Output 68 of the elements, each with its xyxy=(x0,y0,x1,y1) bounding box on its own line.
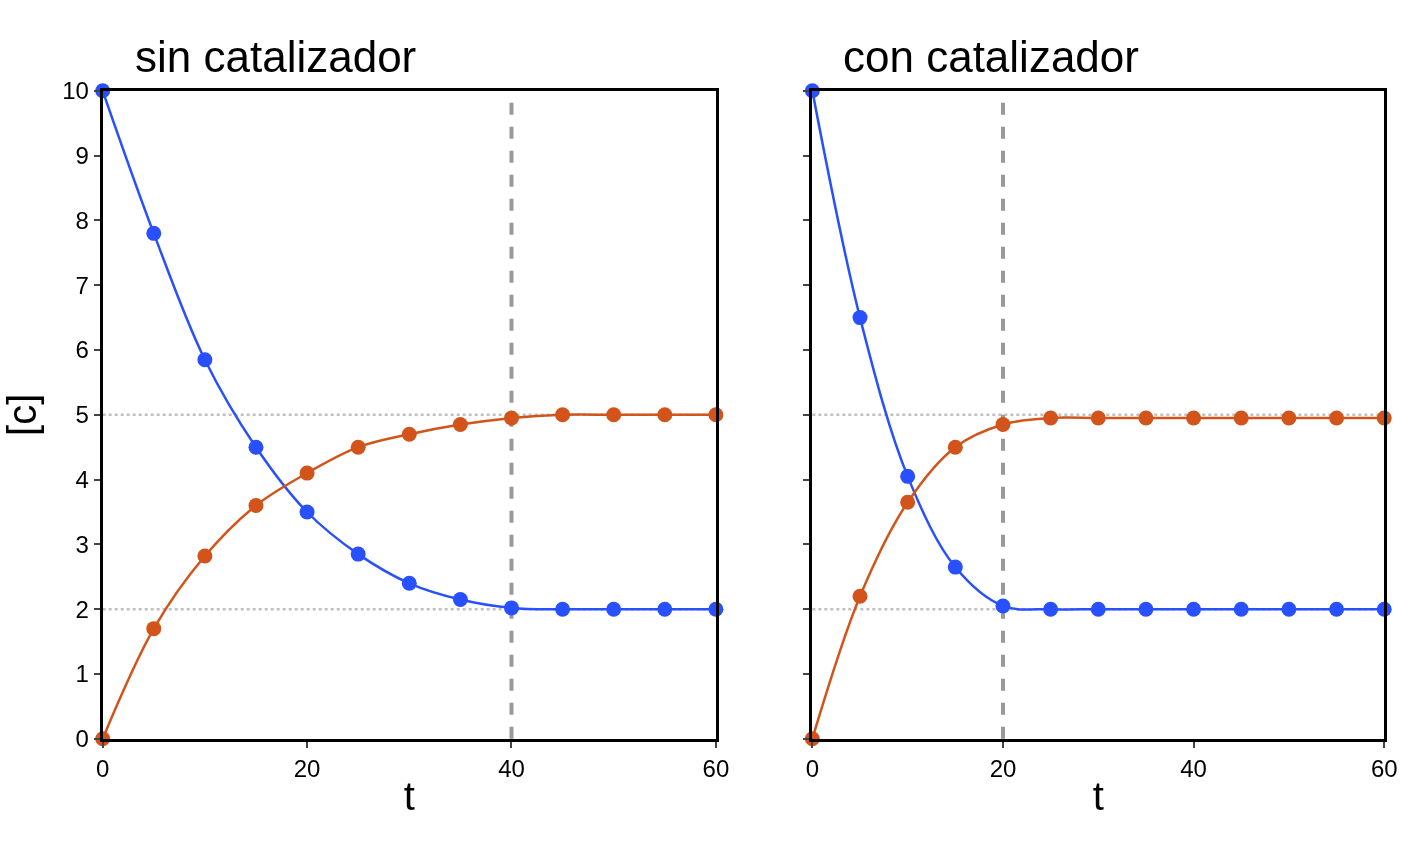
point xyxy=(452,417,468,433)
x-tick-label: 40 xyxy=(1180,754,1207,782)
point xyxy=(852,588,868,604)
point xyxy=(299,504,315,520)
point xyxy=(1329,601,1345,617)
point xyxy=(1043,601,1059,617)
point xyxy=(900,468,916,484)
y-tick-label: 1 xyxy=(75,660,89,688)
point xyxy=(401,426,417,442)
x-tick-label: 0 xyxy=(805,754,820,782)
x-tick-label: 60 xyxy=(702,754,730,782)
point xyxy=(350,439,366,455)
chart-title: sin catalizador xyxy=(135,32,417,81)
point xyxy=(606,601,622,617)
point xyxy=(852,310,868,326)
point xyxy=(657,601,673,617)
y-tick-label: 6 xyxy=(75,336,89,364)
point xyxy=(248,498,264,514)
y-tick-label: 4 xyxy=(75,466,89,493)
y-tick-label: 2 xyxy=(75,595,89,623)
point xyxy=(606,407,622,423)
x-tick-label: 0 xyxy=(96,754,110,782)
point xyxy=(995,598,1011,614)
x-axis-title: t xyxy=(403,774,415,819)
point xyxy=(1090,410,1106,426)
point xyxy=(299,465,315,481)
point xyxy=(1281,410,1297,426)
point xyxy=(504,600,519,616)
point xyxy=(452,591,468,607)
y-axis-title: [c] xyxy=(0,393,44,436)
point xyxy=(657,407,673,423)
point xyxy=(1186,601,1202,617)
point xyxy=(1233,601,1249,617)
point xyxy=(146,225,162,241)
point xyxy=(504,410,519,426)
chart-title: con catalizador xyxy=(843,32,1139,81)
point xyxy=(555,407,571,423)
x-axis-title: t xyxy=(1092,774,1104,819)
point xyxy=(947,559,963,575)
x-tick-label: 20 xyxy=(293,754,321,782)
point xyxy=(1090,601,1106,617)
point xyxy=(1043,410,1059,426)
x-tick-label: 40 xyxy=(498,754,525,782)
point xyxy=(146,621,162,637)
y-tick-label: 3 xyxy=(75,530,89,558)
point xyxy=(350,546,366,562)
point xyxy=(555,601,571,617)
y-tick-label: 7 xyxy=(75,271,89,299)
y-tick-label: 5 xyxy=(75,401,89,429)
point xyxy=(248,439,264,455)
point xyxy=(995,417,1011,433)
point xyxy=(1329,410,1345,426)
y-tick-label: 0 xyxy=(75,725,89,753)
point xyxy=(1138,601,1154,617)
x-tick-label: 60 xyxy=(1370,754,1398,782)
point xyxy=(1281,601,1297,617)
point xyxy=(1233,410,1249,426)
y-tick-label: 9 xyxy=(75,142,89,169)
y-tick-label: 10 xyxy=(62,77,89,105)
point xyxy=(401,575,417,591)
point xyxy=(197,352,213,368)
point xyxy=(947,439,963,455)
x-tick-label: 20 xyxy=(989,754,1017,782)
y-tick-label: 8 xyxy=(75,206,89,234)
point xyxy=(1186,410,1202,426)
point xyxy=(1138,410,1154,426)
point xyxy=(197,548,213,564)
point xyxy=(900,494,916,510)
